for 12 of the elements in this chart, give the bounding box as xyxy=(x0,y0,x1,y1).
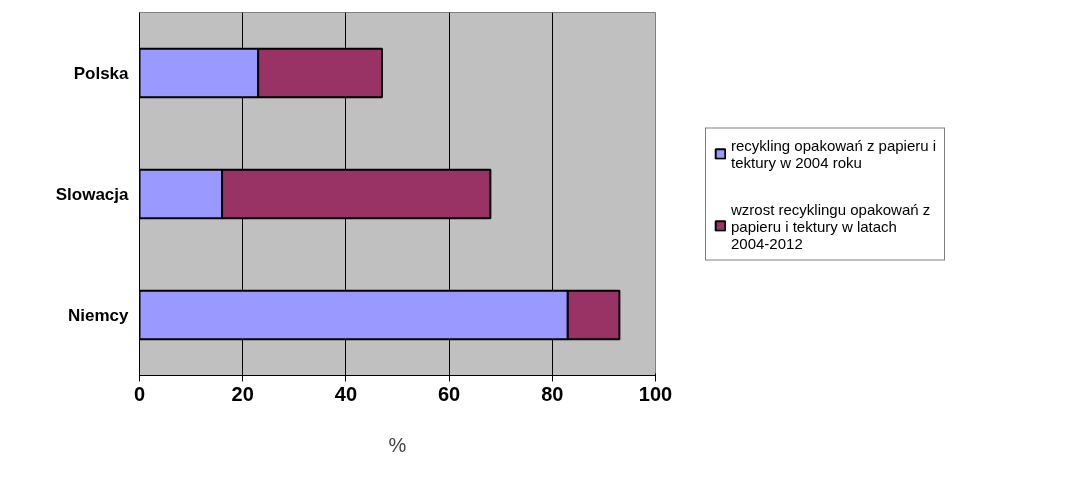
x-tick-label: 60 xyxy=(437,382,461,405)
y-tick-label: Niemcy xyxy=(68,305,130,325)
legend-label: recykling opakowań z papieru i tektury w 2004 roku xyxy=(731,136,937,170)
y-tick-label: Slowacja xyxy=(55,184,130,204)
y-tick-label: Polska xyxy=(73,63,130,83)
x-tick-label: 0 xyxy=(133,382,146,405)
x-axis-title: % xyxy=(388,433,407,456)
x-tick-label: 20 xyxy=(231,382,254,405)
x-tick-label: 80 xyxy=(541,382,564,405)
legend-label: wzrost recyklingu opakowań z papieru i tektury w latach 2004-2012 xyxy=(731,200,931,251)
x-tick-label: 40 xyxy=(334,382,358,405)
x-tick-label: 100 xyxy=(638,382,673,405)
